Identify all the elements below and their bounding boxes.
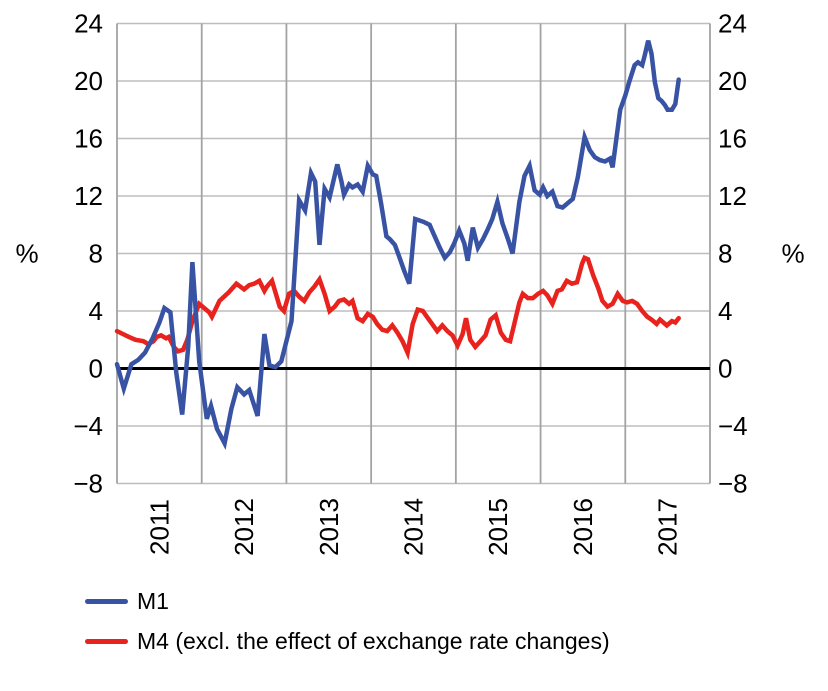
y-tick-label-left: −8 bbox=[73, 469, 103, 499]
y-tick-label-right: 4 bbox=[718, 296, 732, 326]
y-tick-label-right: 12 bbox=[718, 181, 747, 211]
series-line-m1 bbox=[114, 40, 681, 450]
y-tick-label-right: 0 bbox=[718, 354, 732, 384]
y-axis-unit-right: % bbox=[781, 239, 804, 269]
legend-swatch-m1 bbox=[85, 599, 128, 604]
y-tick-label-right: −8 bbox=[718, 469, 748, 499]
x-tick-label: 2011 bbox=[144, 499, 174, 555]
legend: M1 M4 (excl. the effect of exchange rate… bbox=[85, 588, 610, 668]
y-tick-label-left: 4 bbox=[89, 296, 103, 326]
x-tick-label: 2013 bbox=[314, 498, 344, 556]
x-tick-label: 2014 bbox=[399, 498, 429, 556]
legend-item-m4: M4 (excl. the effect of exchange rate ch… bbox=[85, 628, 610, 655]
y-tick-label-right: 16 bbox=[718, 124, 747, 154]
y-tick-label-right: −4 bbox=[718, 411, 748, 441]
legend-label-m4: M4 (excl. the effect of exchange rate ch… bbox=[137, 628, 610, 654]
y-tick-label-left: 24 bbox=[74, 9, 103, 39]
series-line-m4 bbox=[114, 254, 681, 361]
y-tick-label-left: 20 bbox=[74, 66, 103, 96]
x-tick-label: 2015 bbox=[483, 498, 513, 556]
y-tick-label-right: 8 bbox=[718, 239, 732, 269]
x-tick-label: 2017 bbox=[653, 498, 683, 556]
y-tick-label-left: −4 bbox=[73, 411, 103, 441]
y-tick-label-left: 16 bbox=[74, 124, 103, 154]
legend-label-m1: M1 bbox=[137, 588, 169, 614]
y-tick-label-right: 20 bbox=[718, 66, 747, 96]
legend-swatch-m4 bbox=[85, 639, 128, 644]
x-tick-label: 2012 bbox=[229, 498, 259, 556]
legend-item-m1: M1 bbox=[85, 588, 610, 615]
y-axis-unit-left: % bbox=[15, 239, 38, 269]
y-tick-label-left: 0 bbox=[89, 354, 103, 384]
y-tick-label-right: 24 bbox=[718, 9, 747, 39]
y-tick-label-left: 8 bbox=[89, 239, 103, 269]
y-tick-label-left: 12 bbox=[74, 181, 103, 211]
x-tick-label: 2016 bbox=[568, 498, 598, 556]
